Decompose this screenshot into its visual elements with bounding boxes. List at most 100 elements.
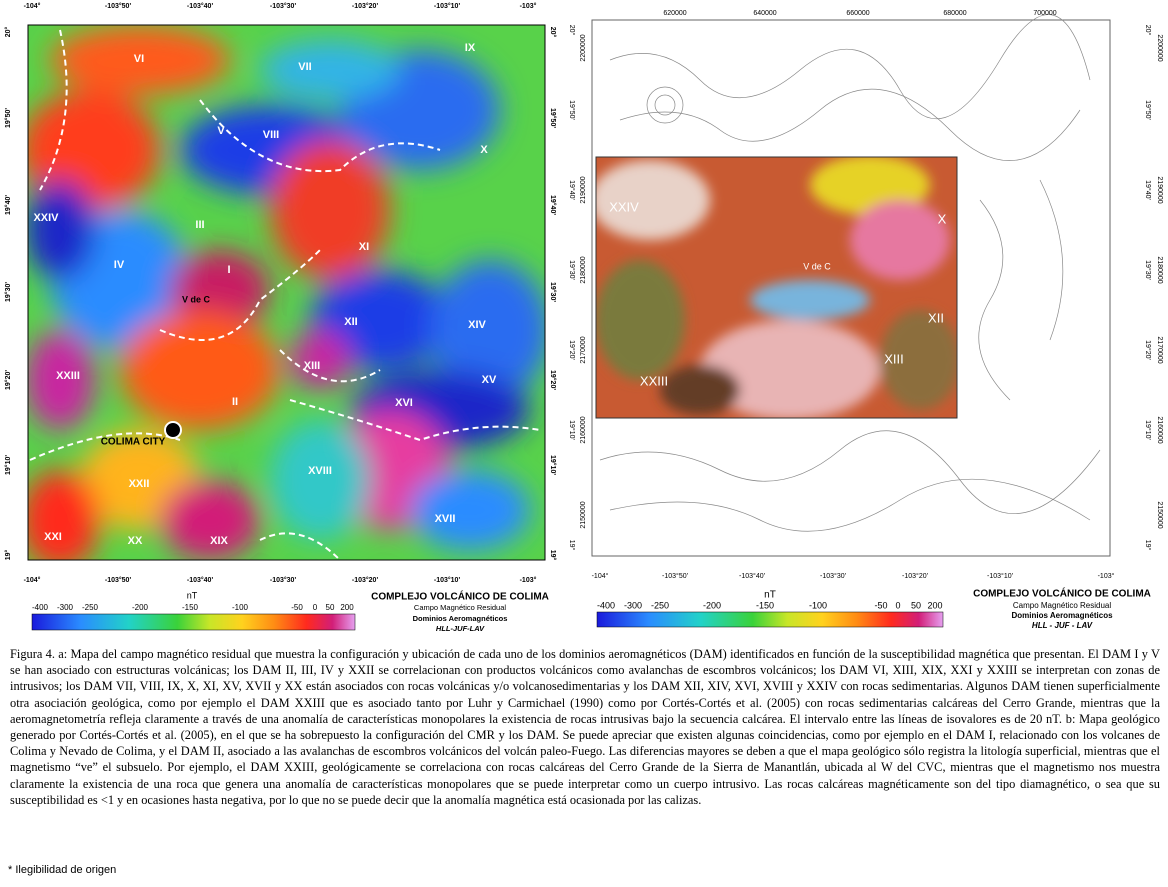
domain-label: XVIII: [308, 465, 332, 477]
y-tick-label: 19°30': [4, 282, 12, 302]
x-tick-label: 660000: [846, 10, 869, 17]
colorbar-label: 0: [895, 600, 900, 610]
x-tick-label: -103°30': [270, 576, 297, 584]
domain-label: VIII: [263, 129, 280, 141]
colorbar-label: 50: [911, 600, 921, 610]
domain-label: V: [217, 125, 225, 137]
colorbar-label: -200: [703, 600, 721, 610]
y-tick-label: 2180000: [1156, 256, 1163, 283]
colorbar-label: -250: [82, 603, 99, 612]
x-tick-label: -103°40': [187, 2, 214, 10]
domain-label: IX: [465, 42, 476, 54]
colorbar-label: -250: [651, 600, 669, 610]
x-tick-label: -103°10': [987, 572, 1013, 580]
x-tick-label: -103°50': [105, 2, 132, 10]
domain-label: XIV: [468, 319, 486, 331]
y-tick-label: 19°40': [568, 180, 576, 200]
y-tick-label: 19°50': [1144, 100, 1152, 120]
y-tick-label: 19°30': [549, 282, 557, 302]
authors: HLL-JUF-LAV: [436, 624, 485, 633]
y-tick-label: 19°: [568, 540, 576, 551]
domain-label: XXIII: [56, 370, 80, 382]
x-tick-label: -103°: [520, 576, 537, 584]
domain-label: XIII: [304, 360, 321, 372]
x-tick-label: -104°: [24, 2, 41, 10]
y-tick-label: 20°: [568, 25, 576, 36]
domain-label: XVII: [435, 513, 456, 525]
colorbar: [31, 613, 356, 631]
domain-label: II: [232, 396, 238, 408]
y-tick-label: 19°10': [568, 420, 576, 440]
colorbar-unit: nT: [764, 590, 776, 601]
y-tick-label: 19°: [1144, 540, 1152, 551]
x-tick-label: -103°50': [105, 576, 132, 584]
y-tick-label: 19°: [549, 550, 557, 561]
x-tick-label: -103°30': [820, 572, 846, 580]
y-tick-label: 20°: [1144, 25, 1152, 36]
caption: Figura 4. a: Mapa del campo magnético re…: [10, 647, 1160, 807]
y-tick-label: 19°40': [549, 195, 557, 215]
colorbar-label: -200: [132, 603, 149, 612]
y-tick-label: 2150000: [1156, 501, 1163, 528]
domain-label: XII: [928, 310, 944, 325]
y-tick-label: 19°50': [4, 108, 12, 128]
x-tick-label: -103°20': [902, 572, 928, 580]
map-subtitle: Campo Magnético Residual: [414, 603, 506, 612]
y-tick-label: 19°40': [4, 195, 12, 215]
x-tick-label: 680000: [943, 10, 966, 17]
y-tick-label: 19°20': [568, 340, 576, 360]
y-tick-label: 19°40': [1144, 180, 1152, 200]
y-tick-label: 19°: [4, 550, 12, 561]
y-tick-label: 2170000: [580, 336, 587, 363]
colorbar-label: -150: [756, 600, 774, 610]
colorbar-label: -300: [624, 600, 642, 610]
x-tick-label: -103°40': [739, 572, 765, 580]
domain-label: X: [938, 211, 947, 226]
domain-label: XXII: [129, 478, 150, 490]
x-tick-label: -103°30': [270, 2, 297, 10]
colorbar-label: 0: [313, 603, 318, 612]
legend-name: Dominios Aeromagnéticos: [1011, 611, 1113, 620]
x-tick-label: -103°20': [352, 2, 379, 10]
colorbar-label: -100: [809, 600, 827, 610]
colorbar-label: -300: [57, 603, 74, 612]
colorbar-unit: nT: [187, 590, 198, 600]
y-tick-label: 2160000: [1156, 416, 1163, 443]
colorbar-label: 50: [326, 603, 335, 612]
x-tick-label: -104°: [592, 572, 609, 580]
colorbar-label: -100: [232, 603, 249, 612]
map-subtitle: Campo Magnético Residual: [1013, 601, 1111, 610]
domain-label: XIX: [210, 535, 228, 547]
x-tick-label: -104°: [24, 576, 41, 584]
colorbar-label: -400: [32, 603, 49, 612]
domain-label: IV: [114, 259, 125, 271]
x-tick-label: -103°10': [434, 2, 461, 10]
figure: -104° -104° -103°50' -103°50' -103°40' -103°4…: [4, 2, 1163, 633]
y-tick-label: 19°20': [1144, 340, 1152, 360]
y-tick-label: 19°50': [549, 108, 557, 128]
y-tick-label: 19°30': [1144, 260, 1152, 280]
y-tick-label: 19°30': [568, 260, 576, 280]
domain-label: I: [227, 264, 230, 276]
colorbar: [596, 611, 944, 628]
city-label: COLIMA CITY: [101, 437, 166, 448]
domain-label: XV: [482, 374, 497, 386]
domain-label: XIII: [884, 351, 904, 366]
map-frame: [27, 24, 546, 561]
domain-label: XXIV: [33, 212, 59, 224]
y-tick-label: 2160000: [580, 416, 587, 443]
x-tick-label: -103°40': [187, 576, 214, 584]
y-tick-label: 19°20': [4, 370, 12, 390]
map-title: COMPLEJO VOLCÁNICO DE COLIMA: [973, 587, 1151, 600]
domain-label: VII: [298, 61, 311, 73]
x-tick-label: -103°: [1098, 572, 1115, 580]
y-tick-label: 2200000: [580, 34, 587, 61]
y-tick-label: 19°10': [549, 455, 557, 475]
domain-label: XX: [128, 535, 143, 547]
colorbar-label: -50: [874, 600, 887, 610]
y-tick-label: 19°20': [549, 370, 557, 390]
domain-label: III: [195, 219, 204, 231]
x-tick-label: -103°20': [352, 576, 379, 584]
domain-label: XXIV: [609, 199, 639, 214]
